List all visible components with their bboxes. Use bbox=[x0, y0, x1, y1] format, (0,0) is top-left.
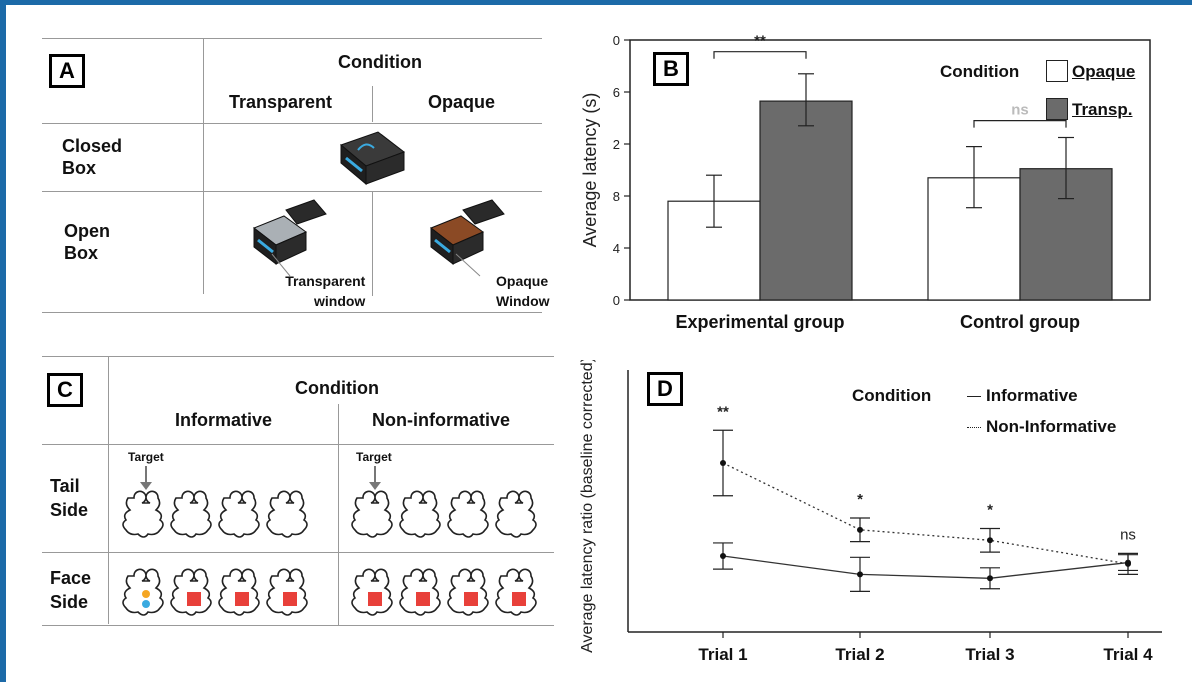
bar-chart: 0 4 8 2 6 0 Average latency (s) Experimental gr… bbox=[580, 33, 1151, 332]
panel-d-label: D bbox=[647, 372, 683, 406]
significance-bracket bbox=[713, 51, 807, 59]
bear-tail-icon bbox=[351, 490, 393, 538]
legend-line-informative-icon bbox=[967, 396, 981, 397]
data-point-d bbox=[987, 575, 993, 582]
bear-tail-icon bbox=[399, 490, 441, 538]
significance-label-d: * bbox=[987, 502, 993, 519]
red-square-icon bbox=[283, 592, 297, 606]
series-line-noninformative bbox=[722, 462, 1129, 565]
panel-b-label: B bbox=[653, 52, 689, 86]
red-square-icon bbox=[235, 592, 249, 606]
y-axis-label-d: Average latency ratio (baseline correcte… bbox=[579, 360, 596, 653]
panel-c-condition-header: Condition bbox=[295, 378, 379, 398]
bear-tail-icon bbox=[495, 490, 537, 538]
legend-label-informative: Informative bbox=[986, 386, 1078, 405]
bear-tail-icon bbox=[170, 490, 212, 538]
significance-bracket bbox=[973, 120, 1067, 128]
panel-a-label: A bbox=[49, 54, 85, 88]
significance-label-d: ** bbox=[717, 403, 729, 420]
data-point-d bbox=[857, 526, 863, 533]
bear-face-icon bbox=[495, 568, 537, 616]
panel-a-boxes bbox=[253, 131, 505, 277]
target-label-right: Target bbox=[356, 450, 392, 464]
legend-label-noninformative: Non-Informative bbox=[986, 417, 1117, 436]
y-tick-label-b: 4 bbox=[613, 241, 620, 256]
star-orange-icon bbox=[142, 590, 150, 598]
panel-d-legend-title: Condition bbox=[852, 386, 932, 405]
data-point-d bbox=[720, 553, 726, 560]
panel-a-condition-header: Condition bbox=[338, 52, 422, 72]
bar-transp-0 bbox=[759, 100, 853, 301]
target-arrow-left-icon bbox=[140, 466, 152, 490]
panel-c-row-tail: Tail Side bbox=[50, 476, 89, 520]
x-tick-label-d: Trial 2 bbox=[835, 645, 884, 664]
target-arrow-right-icon bbox=[369, 466, 381, 490]
panel-a-col-opaque: Opaque bbox=[428, 92, 496, 112]
plot-area-b bbox=[629, 39, 1151, 301]
opaque-box-icon bbox=[430, 199, 505, 277]
panel-c-bears bbox=[122, 466, 537, 616]
legend-line-noninformative-icon bbox=[967, 427, 981, 428]
bear-face-icon bbox=[122, 568, 164, 616]
panel-a-row-closed: Closed Box bbox=[62, 136, 123, 178]
data-point-d bbox=[987, 537, 993, 544]
significance-label-d: * bbox=[857, 491, 863, 508]
panel-c-label: C bbox=[47, 373, 83, 407]
legend-label-transp: Transp. bbox=[1072, 100, 1133, 119]
panel-c-col-informative: Informative bbox=[175, 410, 273, 430]
data-point-d bbox=[857, 571, 863, 578]
y-tick-label-b: 2 bbox=[613, 137, 620, 152]
red-square-icon bbox=[368, 592, 382, 606]
bear-tail-icon bbox=[266, 490, 308, 538]
bear-face-icon bbox=[266, 568, 308, 616]
red-square-icon bbox=[512, 592, 526, 606]
bear-tail-icon bbox=[218, 490, 260, 538]
bear-tail-icon bbox=[447, 490, 489, 538]
significance-label-d: ns bbox=[1120, 526, 1136, 543]
panel-a-col-transparent: Transparent bbox=[229, 92, 333, 112]
legend-swatch-opaque bbox=[1046, 60, 1068, 82]
transparent-window-label: Transparent window bbox=[285, 273, 366, 309]
red-square-icon bbox=[464, 592, 478, 606]
series-line-informative bbox=[722, 555, 1129, 579]
y-tick-label-b: 8 bbox=[613, 189, 620, 204]
x-tick-label-d: Trial 4 bbox=[1103, 645, 1153, 664]
panel-a-row-open: Open Box bbox=[64, 221, 111, 263]
y-tick-label-b: 6 bbox=[613, 85, 620, 100]
x-tick-label-d: Trial 1 bbox=[698, 645, 747, 664]
bear-face-icon bbox=[170, 568, 212, 616]
line-chart: Average latency ratio (baseline correcte… bbox=[579, 360, 1162, 664]
closed-box-icon bbox=[340, 131, 406, 186]
panel-b-legend-title: Condition bbox=[940, 62, 1020, 81]
bear-face-icon bbox=[447, 568, 489, 616]
x-category-label-b: Control group bbox=[960, 312, 1080, 332]
significance-label-b: ns bbox=[1011, 102, 1029, 119]
x-tick-label-d: Trial 3 bbox=[965, 645, 1014, 664]
data-point-d bbox=[1125, 560, 1131, 567]
x-category-label-b: Experimental group bbox=[675, 312, 844, 332]
transparent-box-icon bbox=[253, 199, 327, 277]
legend-label-opaque: Opaque bbox=[1072, 62, 1136, 81]
legend-swatch-transp bbox=[1046, 98, 1068, 120]
target-label-left: Target bbox=[128, 450, 164, 464]
y-tick-label-b: 0 bbox=[613, 293, 620, 308]
y-axis-label-b: Average latency (s) bbox=[580, 93, 600, 248]
data-point-d bbox=[720, 460, 726, 467]
significance-label-b: ** bbox=[754, 33, 766, 50]
bear-tail-icon bbox=[122, 490, 164, 538]
bear-face-icon bbox=[399, 568, 441, 616]
panel-c-col-noninformative: Non-informative bbox=[372, 410, 511, 430]
bear-face-icon bbox=[351, 568, 393, 616]
star-blue-icon bbox=[142, 600, 150, 608]
opaque-window-label: Opaque Window bbox=[496, 273, 550, 309]
bear-face-icon bbox=[218, 568, 260, 616]
y-tick-label-b: 0 bbox=[613, 33, 620, 48]
red-square-icon bbox=[187, 592, 201, 606]
red-square-icon bbox=[416, 592, 430, 606]
panel-c-row-face: Face Side bbox=[50, 568, 92, 612]
